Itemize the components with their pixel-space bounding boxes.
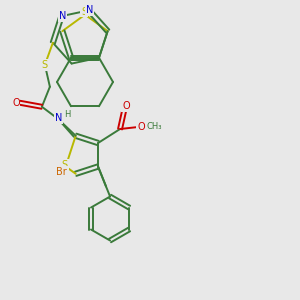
- Text: O: O: [12, 98, 20, 108]
- Text: Br: Br: [56, 167, 67, 177]
- Text: S: S: [81, 7, 87, 17]
- Text: N: N: [59, 11, 66, 21]
- Text: S: S: [61, 160, 68, 170]
- Text: H: H: [64, 110, 70, 119]
- Text: O: O: [122, 101, 130, 111]
- Text: CH₃: CH₃: [146, 122, 162, 130]
- Text: S: S: [42, 60, 48, 70]
- Text: O: O: [137, 122, 145, 132]
- Text: N: N: [55, 113, 63, 123]
- Text: N: N: [86, 5, 94, 15]
